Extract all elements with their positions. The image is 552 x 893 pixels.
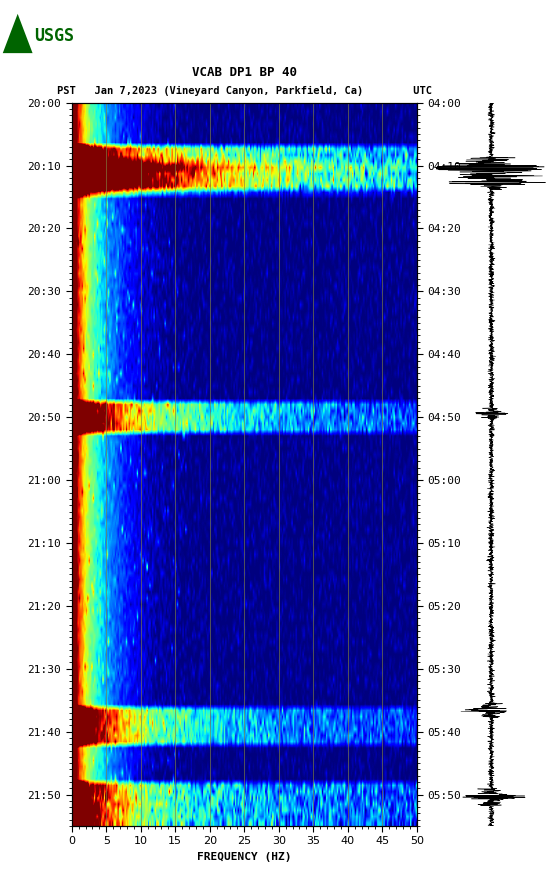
Polygon shape [3,13,33,53]
Text: PST   Jan 7,2023 (Vineyard Canyon, Parkfield, Ca)        UTC: PST Jan 7,2023 (Vineyard Canyon, Parkfie… [57,86,432,96]
Text: VCAB DP1 BP 40: VCAB DP1 BP 40 [192,65,297,79]
X-axis label: FREQUENCY (HZ): FREQUENCY (HZ) [197,852,291,862]
Text: USGS: USGS [35,27,75,45]
